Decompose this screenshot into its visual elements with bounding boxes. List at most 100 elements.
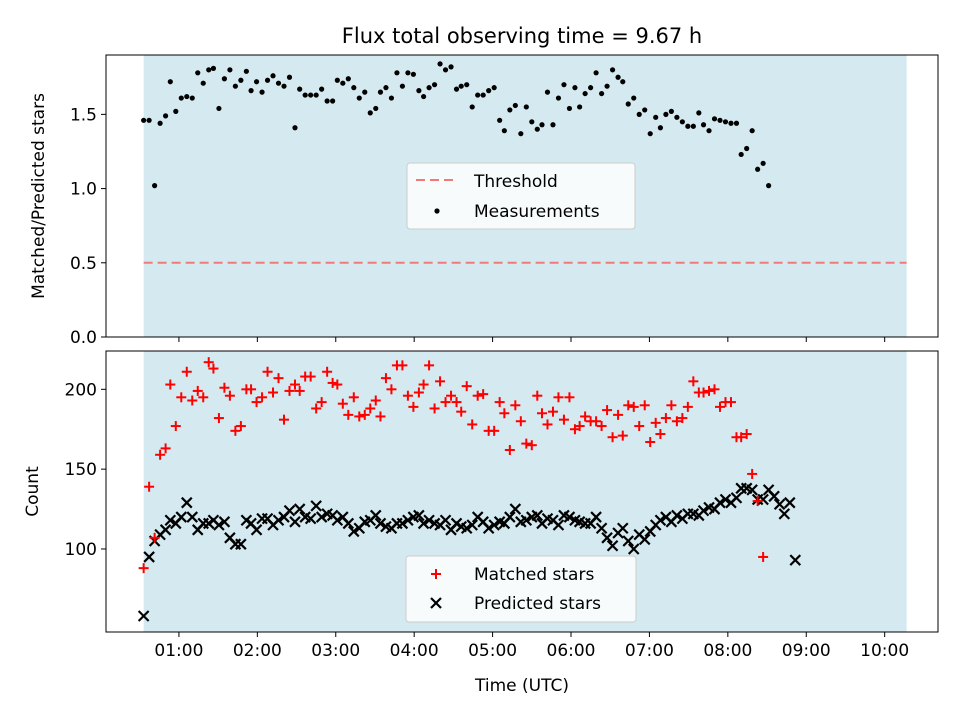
measurement-legend-label: Measurements [474,202,600,222]
measurement-point [550,122,556,128]
cross-stroke [740,482,753,495]
predicted-star-point [606,540,619,552]
predicted-star-point [504,511,516,523]
matched-star-point [386,384,397,395]
matched-star-point [370,395,381,406]
predicted-star-point [616,522,629,534]
measurement-point [593,70,599,76]
matched-star-point [451,397,462,408]
matched-legend-swatch [431,569,441,579]
measurement-point [636,111,642,117]
matched-star-point [558,414,569,425]
cross-stroke [569,514,581,527]
predicted-star-point [423,514,435,527]
matched-star-point [155,449,166,460]
predicted-star-point [283,504,296,517]
cross-stroke [493,516,506,528]
measurement-point [195,70,201,76]
cross-stroke [186,511,199,523]
predicted-star-point [369,509,382,522]
measurement-point [367,110,373,116]
matched-star-point [375,411,386,422]
matched-star-point [510,400,521,411]
measurement-point [700,122,707,128]
matched-star-point [682,401,693,412]
measurement-point [722,119,729,125]
measurement-point [582,90,588,97]
matched-star-point [332,379,343,390]
matched-star-point [741,429,752,440]
measurement-point [572,85,578,91]
measurement-point [453,86,460,92]
cross-stroke [509,503,522,515]
matched-star-point [144,481,155,492]
legend-cross-mark [430,597,442,609]
predicted-star-point [315,511,328,523]
cross-stroke [289,516,301,528]
measurement-point [749,128,755,134]
predicted-star-point [175,511,188,523]
matched-star-point [203,357,214,368]
count-y-ticks: 100 150 200 [65,380,106,560]
matched-star-point [257,392,268,403]
cross-stroke [137,610,150,622]
predicted-star-point [213,519,225,531]
matched-star-point [138,563,149,574]
matched-star-point [160,443,171,454]
count-y-axis-label: Count [23,466,43,517]
measurement-point [399,83,406,89]
matched-star-point [192,385,203,396]
cross-stroke [293,503,306,515]
matched-star-point [246,384,257,395]
matched-star-point [354,411,365,422]
measurement-point [464,82,470,88]
cross-stroke [164,514,177,527]
measurement-point [497,117,503,123]
measurement-point [227,67,233,73]
matched-star-point [704,385,715,396]
matched-star-point [596,421,607,432]
measurement-point [685,123,691,129]
measurement-point [308,92,314,98]
cross-stroke [762,484,775,496]
matched-star-point [435,376,446,387]
predicted-star-point [768,490,780,503]
matched-star-point [758,551,769,562]
x-tick-label: 04:00 [390,641,439,661]
predicted-star-point [250,524,263,536]
measurement-point [647,131,653,137]
measurement-point [189,95,195,101]
predicted-star-point [180,496,193,509]
measurement-point [561,82,567,88]
matched-star-point [504,444,515,455]
cross-stroke [714,496,726,509]
matched-star-point [294,385,305,396]
measurement-point [232,83,238,89]
cross-stroke [428,517,441,530]
matched-star-point [564,392,575,403]
predicted-star-point [159,524,172,536]
measurement-point [486,88,492,94]
matched-star-point [380,373,391,384]
predicted-star-point [563,511,576,523]
measurement-point [588,85,594,91]
measurement-point [696,110,702,116]
cross-stroke [622,535,635,547]
predicted-star-point [601,532,613,544]
measurement-legend-swatch [434,208,440,214]
predicted-star-point [331,514,344,527]
measurement-point [270,73,276,79]
legend-box [406,162,636,230]
matched-star-point [311,403,322,414]
cross-stroke [321,508,333,520]
matched-star-point [747,468,758,479]
measurement-point [259,89,265,95]
matched-star-point [725,397,736,408]
x-tick-label: 10:00 [860,641,909,661]
measurement-point [167,79,173,85]
ratio-axes-frame [105,54,939,338]
cross-stroke [477,516,489,528]
cross-stroke [638,533,651,546]
measurement-point [157,120,163,126]
measurement-point [405,70,411,76]
